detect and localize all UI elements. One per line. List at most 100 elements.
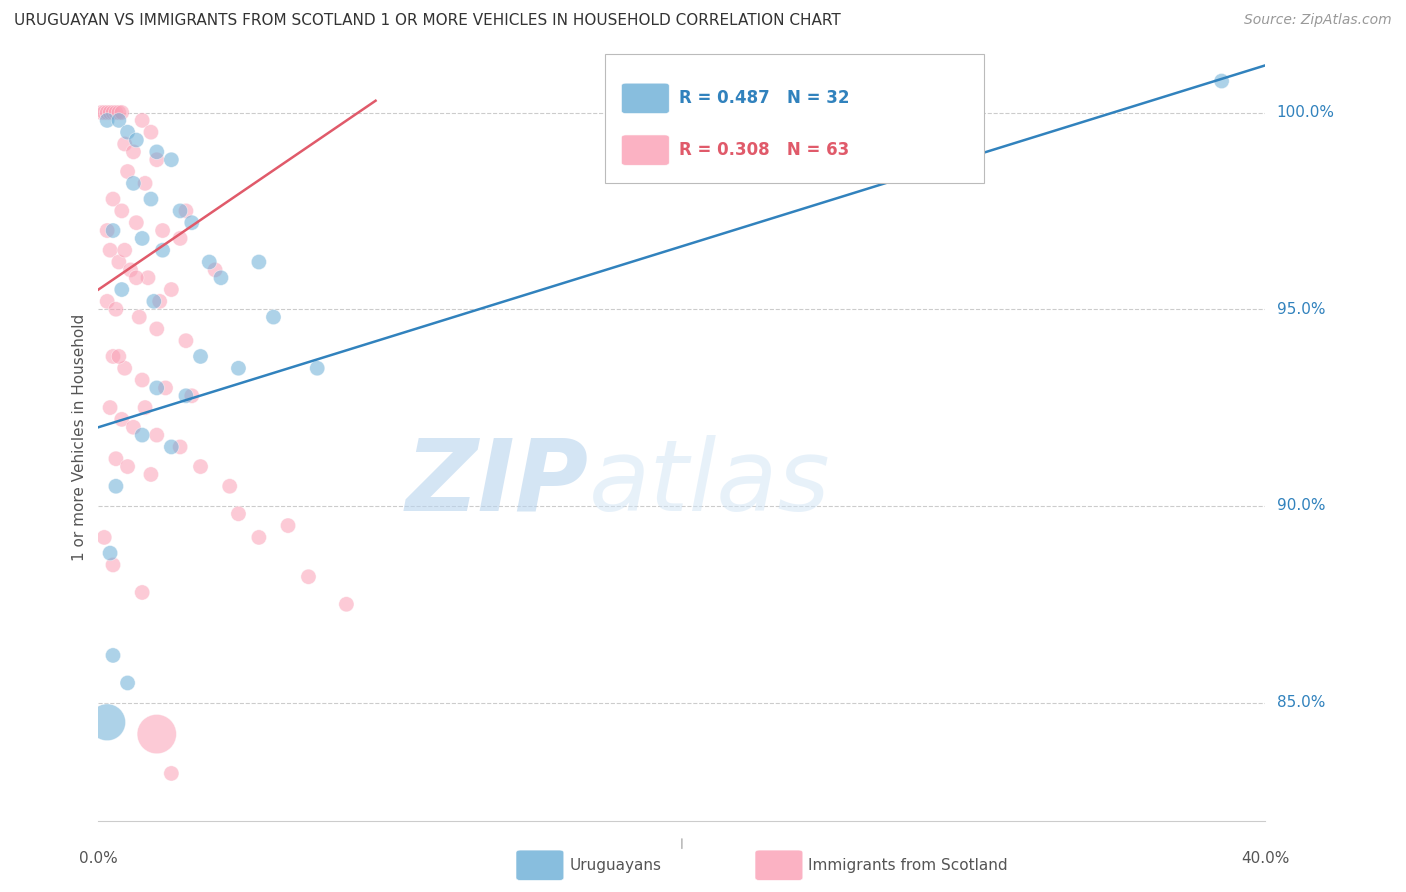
Point [174,203,197,218]
Point [218,479,240,493]
Text: 40.0%: 40.0% [1241,851,1289,866]
Text: 90.0%: 90.0% [1277,499,1324,514]
Text: ZIP: ZIP [405,434,589,532]
Point [101,105,124,120]
Point [101,648,124,663]
Point [174,389,197,403]
Point [117,125,139,139]
Point [104,105,127,120]
Point [335,597,357,611]
Point [204,263,226,277]
Text: URUGUAYAN VS IMMIGRANTS FROM SCOTLAND 1 OR MORE VEHICLES IN HOUSEHOLD CORRELATIO: URUGUAYAN VS IMMIGRANTS FROM SCOTLAND 1 … [14,13,841,29]
Point [98,546,121,560]
Text: 100.0%: 100.0% [1277,105,1334,120]
Point [122,145,145,159]
Point [101,223,124,237]
Point [114,136,136,151]
Text: Source: ZipAtlas.com: Source: ZipAtlas.com [1244,13,1392,28]
Point [98,401,121,415]
Point [114,361,136,376]
Point [139,192,162,206]
Point [180,216,202,230]
Point [134,401,156,415]
Y-axis label: 1 or more Vehicles in Household: 1 or more Vehicles in Household [72,313,87,561]
Text: R = 0.487   N = 32: R = 0.487 N = 32 [679,89,849,107]
Point [96,105,118,120]
Point [108,350,131,364]
Point [146,727,169,741]
Point [190,350,212,364]
Point [180,389,202,403]
Point [160,283,183,297]
Text: 0.0%: 0.0% [79,851,118,866]
Point [263,310,285,324]
Point [228,507,250,521]
Point [96,223,118,237]
Point [101,558,124,572]
Point [128,310,150,324]
Point [117,459,139,474]
Point [93,105,115,120]
Point [146,381,169,395]
Point [104,479,127,493]
Point [134,177,156,191]
Point [160,766,183,780]
Point [101,350,124,364]
Point [146,153,169,167]
Point [122,420,145,434]
Point [96,294,118,309]
Point [297,570,319,584]
Point [111,203,134,218]
Point [142,294,165,309]
Point [149,294,172,309]
Point [139,467,162,482]
Point [125,270,148,285]
Point [117,164,139,178]
Point [277,518,299,533]
Point [117,676,139,690]
Point [146,428,169,442]
Point [169,231,191,245]
Point [111,283,134,297]
Point [93,530,115,544]
Point [160,440,183,454]
Text: 85.0%: 85.0% [1277,695,1324,710]
Point [122,177,145,191]
Point [111,412,134,426]
Point [104,451,127,466]
Point [169,203,191,218]
Point [228,361,250,376]
Text: Uruguayans: Uruguayans [569,858,661,872]
Point [139,125,162,139]
Point [125,133,148,147]
Text: R = 0.308   N = 63: R = 0.308 N = 63 [679,141,849,159]
Point [131,373,153,387]
Point [155,381,177,395]
Point [101,192,124,206]
Point [131,585,153,599]
Point [108,255,131,269]
Point [111,105,134,120]
Point [131,113,153,128]
Point [146,322,169,336]
Point [198,255,221,269]
Point [247,530,270,544]
Point [90,105,112,120]
Point [247,255,270,269]
Point [190,459,212,474]
Point [131,231,153,245]
Point [146,145,169,159]
Point [152,244,174,258]
Point [131,428,153,442]
Point [125,216,148,230]
Point [98,105,121,120]
Point [108,113,131,128]
Point [96,113,118,128]
Point [160,153,183,167]
Point [169,440,191,454]
Point [1211,74,1233,88]
Point [174,334,197,348]
Point [307,361,329,376]
Point [120,263,142,277]
Point [136,270,159,285]
